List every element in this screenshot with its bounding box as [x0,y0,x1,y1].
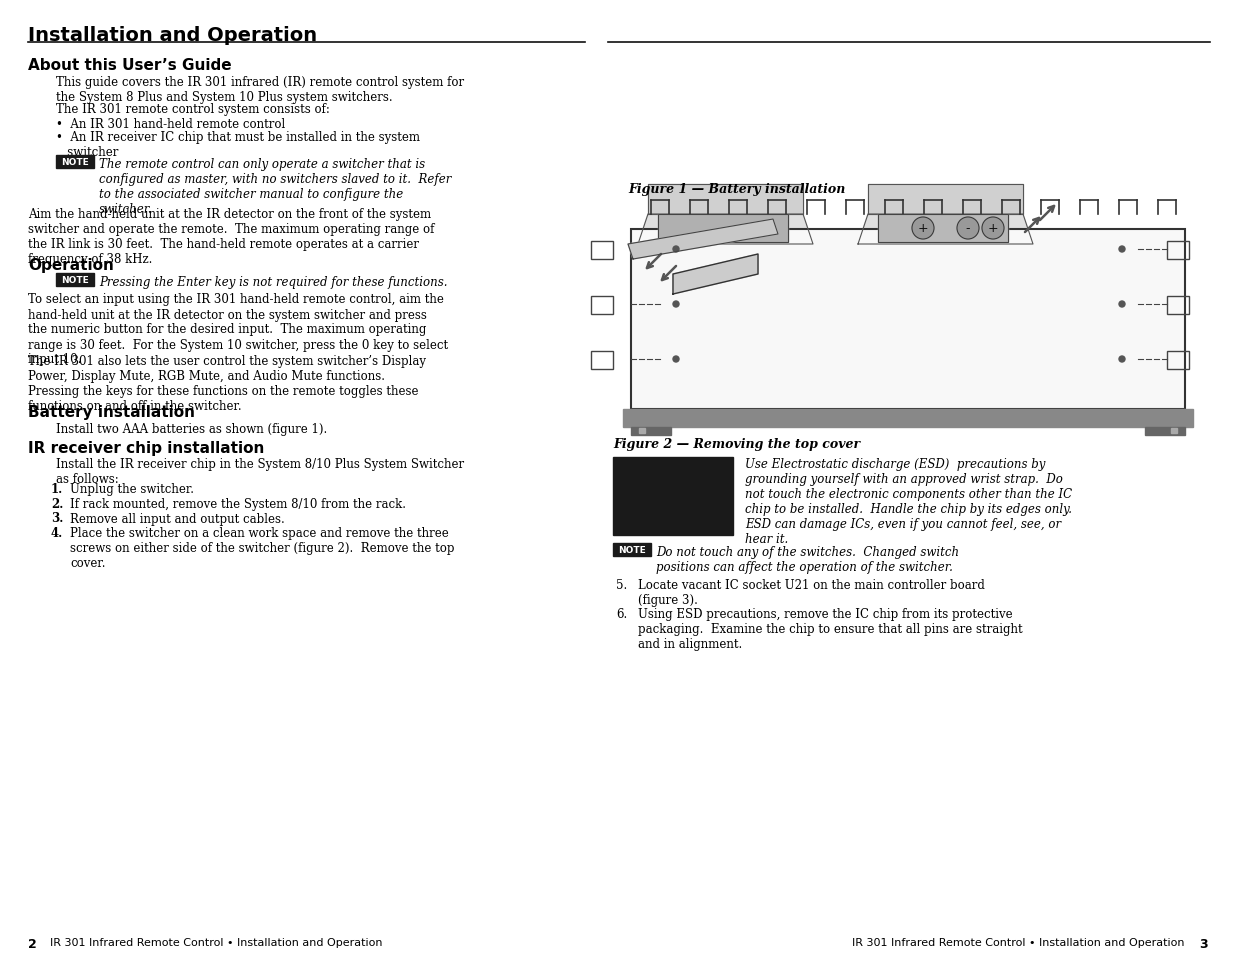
Text: Pressing the Enter key is not required for these functions.: Pressing the Enter key is not required f… [99,275,447,289]
Bar [878,214,1008,243]
Text: The IR 301 remote control system consists of:: The IR 301 remote control system consist… [56,103,330,116]
Text: 3: 3 [1199,937,1208,950]
Circle shape [673,302,679,308]
Bar [1167,242,1189,260]
Circle shape [1119,302,1125,308]
Circle shape [911,218,934,240]
Text: Aim the hand-held unit at the IR detector on the front of the system
switcher an: Aim the hand-held unit at the IR detecto… [28,208,435,266]
Text: •  An IR 301 hand-held remote control: • An IR 301 hand-held remote control [56,117,285,131]
Bar [658,214,788,243]
Text: Do not touch any of the switches.  Changed switch
positions can affect the opera: Do not touch any of the switches. Change… [656,545,960,574]
Bar [56,274,94,287]
Text: IR 301 Infrared Remote Control • Installation and Operation: IR 301 Infrared Remote Control • Install… [852,937,1186,947]
Polygon shape [868,185,1023,214]
Text: 5.: 5. [616,578,627,592]
Text: 4.: 4. [51,526,63,539]
Bar [592,242,613,260]
Text: If rack mounted, remove the System 8/10 from the rack.: If rack mounted, remove the System 8/10 … [70,497,406,511]
Text: Place the switcher on a clean work space and remove the three
screws on either s: Place the switcher on a clean work space… [70,526,454,569]
Text: Locate vacant IC socket U21 on the main controller board
(figure 3).: Locate vacant IC socket U21 on the main … [638,578,984,606]
Text: The IR 301 also lets the user control the system switcher’s Display
Power, Displ: The IR 301 also lets the user control th… [28,355,426,413]
Bar [638,429,645,434]
Bar [1167,352,1189,370]
Circle shape [1119,356,1125,363]
Text: Remove all input and output cables.: Remove all input and output cables. [70,512,285,525]
Text: Figure 2 — Removing the top cover: Figure 2 — Removing the top cover [613,437,860,451]
Bar [631,230,1186,410]
Polygon shape [648,185,803,214]
Text: 2.: 2. [51,497,63,511]
Text: Use Electrostatic discharge (ESD)  precautions by
grounding yourself with an app: Use Electrostatic discharge (ESD) precau… [745,457,1072,545]
Circle shape [1119,247,1125,253]
Text: 1.: 1. [51,483,63,496]
Circle shape [982,218,1004,240]
Text: +: + [918,222,929,235]
Text: Install two AAA batteries as shown (figure 1).: Install two AAA batteries as shown (figu… [56,422,327,436]
Text: Installation and Operation: Installation and Operation [28,26,317,45]
Polygon shape [673,254,758,294]
Bar [878,214,1008,243]
Text: Battery installation: Battery installation [28,405,195,419]
Bar [622,410,1193,428]
Text: NOTE: NOTE [619,545,646,555]
Bar [631,428,671,436]
Bar [1145,428,1186,436]
Polygon shape [629,220,778,260]
Text: This guide covers the IR 301 infrared (IR) remote control system for
the System : This guide covers the IR 301 infrared (I… [56,76,464,104]
Circle shape [957,218,979,240]
Text: 3.: 3. [51,512,63,525]
Text: NOTE: NOTE [61,275,89,285]
Bar [1167,296,1189,314]
Polygon shape [858,214,1032,245]
Text: IR 301 Infrared Remote Control • Installation and Operation: IR 301 Infrared Remote Control • Install… [49,937,383,947]
Text: -: - [966,222,971,235]
Text: About this User’s Guide: About this User’s Guide [28,58,232,73]
Bar [592,296,613,314]
Text: •  An IR receiver IC chip that must be installed in the system
   switcher: • An IR receiver IC chip that must be in… [56,131,420,159]
Bar [56,156,94,169]
Text: IR receiver chip installation: IR receiver chip installation [28,440,264,455]
Polygon shape [638,214,813,245]
Bar [613,543,651,557]
Bar [613,457,734,536]
Text: Figure 1 — Battery installation: Figure 1 — Battery installation [629,183,846,195]
Text: Install the IR receiver chip in the System 8/10 Plus System Switcher
as follows:: Install the IR receiver chip in the Syst… [56,458,464,486]
Text: Unplug the switcher.: Unplug the switcher. [70,483,194,496]
Text: NOTE: NOTE [61,158,89,167]
Text: 2: 2 [28,937,37,950]
Text: 6.: 6. [616,607,627,620]
Text: The remote control can only operate a switcher that is
configured as master, wit: The remote control can only operate a sw… [99,158,451,215]
Circle shape [673,356,679,363]
Text: +: + [988,222,998,235]
Text: To select an input using the IR 301 hand-held remote control, aim the
hand-held : To select an input using the IR 301 hand… [28,294,448,366]
Bar [658,214,788,243]
Circle shape [673,247,679,253]
Bar [1171,429,1177,434]
Bar [592,352,613,370]
Text: Operation: Operation [28,257,114,273]
Text: Using ESD precautions, remove the IC chip from its protective
packaging.  Examin: Using ESD precautions, remove the IC chi… [638,607,1023,650]
